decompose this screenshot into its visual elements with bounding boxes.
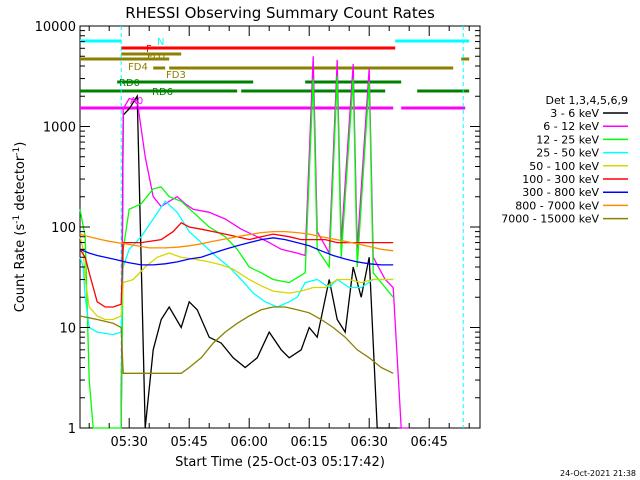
x-axis-label: Start Time (25-Oct-03 05:17:42) — [175, 455, 385, 470]
legend-label: 7000 - 15000 keV — [501, 213, 599, 226]
x-tick-label: 06:45 — [410, 435, 447, 450]
y-tick-label: 1000 — [43, 121, 76, 136]
series-line-7000-15000-kev — [79, 306, 394, 374]
x-axis-label-prefix: Start Time ( — [175, 455, 252, 470]
x-tick-label: 05:30 — [110, 435, 147, 450]
x-axis-label-suffix: ) — [380, 455, 385, 470]
flag-label-f: F — [146, 44, 152, 55]
y-axis-label-end: ) — [13, 142, 28, 147]
y-axis-label-sup2: -1 — [12, 147, 22, 156]
series-line-12-25-kev — [79, 75, 394, 429]
legend-label: 12 - 25 keV — [536, 133, 599, 146]
legend-label: 3 - 6 keV — [550, 107, 599, 120]
y-axis-label: Count Rate (s-1 detector-1) — [12, 142, 28, 313]
y-tick-label: 1 — [68, 422, 76, 437]
series-line-6-12-kev — [120, 56, 410, 429]
x-tick-label: 06:00 — [230, 435, 267, 450]
series-layer — [79, 56, 410, 429]
y-axis-ticks: 1 10 100 1000 10000 — [35, 20, 480, 437]
legend-label: 50 - 100 keV — [529, 160, 599, 173]
x-tick-label: 06:15 — [290, 435, 327, 450]
flag-label-a0: A0 — [130, 96, 143, 107]
x-tick-label: 05:45 — [170, 435, 207, 450]
series-line-3-6-kev — [120, 94, 398, 429]
legend-label: 100 - 300 keV — [522, 173, 599, 186]
y-axis-label-mid: detector — [13, 155, 28, 215]
y-axis-label-main: Count Rate (s — [13, 224, 28, 313]
x-tick-label: 06:30 — [350, 435, 387, 450]
y-tick-label: 10000 — [35, 20, 76, 35]
x-axis-ticks: 05:30 05:45 06:00 06:15 06:30 06:45 — [88, 26, 470, 450]
flag-label-fd4: FD4 — [128, 62, 148, 73]
series-line-300-800-kev — [79, 237, 394, 266]
x-axis-label-date: 25-Oct-03 05:17:42 — [252, 455, 380, 470]
y-tick-label: 10 — [59, 322, 76, 337]
legend-label: 800 - 7000 keV — [515, 199, 599, 212]
flag-label-n: N — [157, 37, 164, 48]
flags-layer: NFFD1FD3FD4RD0RD6A0 — [80, 26, 470, 428]
legend-label: 6 - 12 keV — [543, 120, 599, 133]
series-line-800-7000-kev — [79, 230, 394, 252]
legend-label: 300 - 800 keV — [522, 186, 599, 199]
legend-label: 25 - 50 keV — [536, 147, 599, 160]
series-line-50-100-kev — [79, 236, 394, 321]
y-axis-label-sup1: -1 — [12, 215, 22, 224]
flag-label-rd0: RD0 — [119, 78, 140, 89]
series-line-100-300-kev — [79, 221, 394, 308]
flag-label-fd3: FD3 — [166, 70, 186, 81]
flag-label-rd6: RD6 — [152, 87, 173, 98]
timestamp: 24-Oct-2021 21:38 — [560, 469, 636, 478]
chart-title: RHESSI Observing Summary Count Rates — [125, 4, 435, 22]
y-tick-label: 100 — [51, 221, 76, 236]
legend-title: Det 1,3,4,5,6,9 — [545, 94, 628, 107]
